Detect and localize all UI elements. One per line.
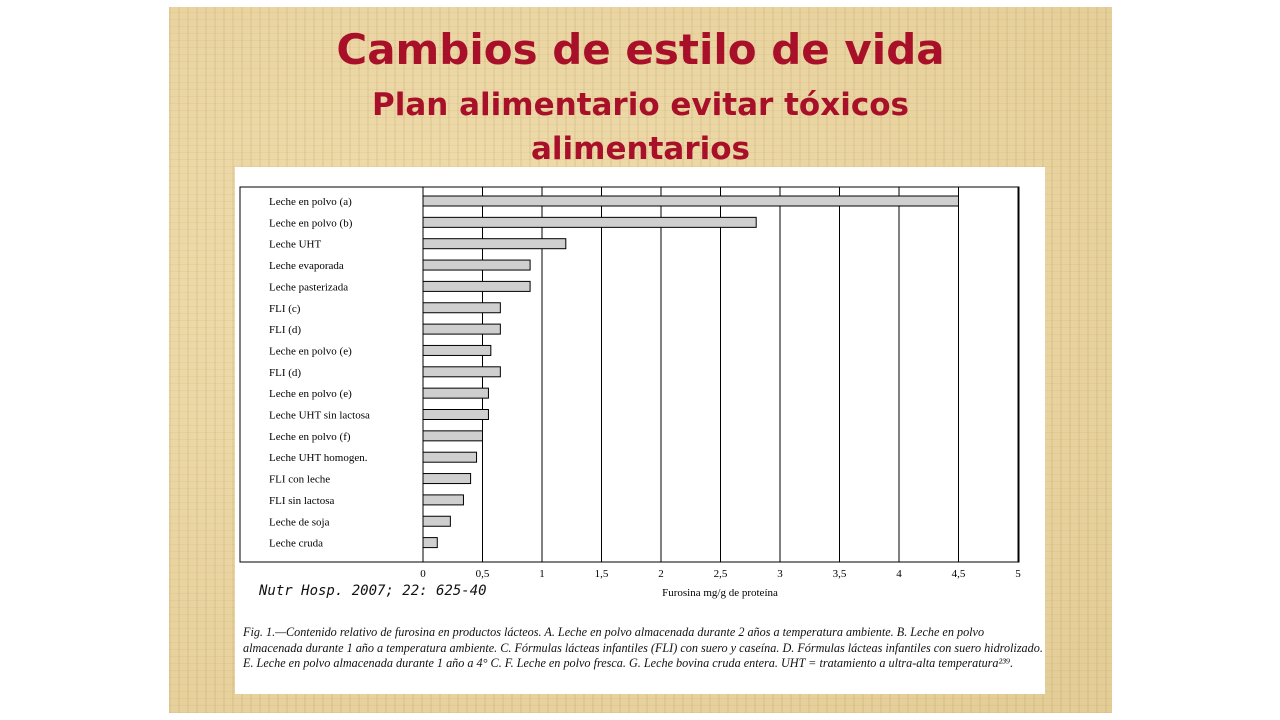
bar <box>422 238 567 250</box>
x-tick-label: 5 <box>1015 568 1021 580</box>
slide-subtitle-line-1: Plan alimentario evitar tóxicos <box>372 87 909 123</box>
x-tick-labels: 0 0,5 1 1,5 2 2,5 3 3,5 4 4,5 5 <box>420 568 1021 580</box>
slide-title: Cambios de estilo de vida <box>336 25 945 74</box>
category-label: Leche evaporada <box>269 260 344 272</box>
category-label: Leche de soja <box>269 516 330 528</box>
bar <box>422 216 757 228</box>
furosina-bar-chart: Leche en polvo (a) Leche en polvo (b) Lech… <box>239 186 1021 599</box>
category-label: Leche UHT homogen. <box>269 452 368 464</box>
bar <box>422 494 464 506</box>
category-label: FLI (d) <box>269 367 301 379</box>
category-label: Leche UHT <box>269 239 322 251</box>
category-label: Leche cruda <box>269 538 323 550</box>
x-tick-label: 3 <box>777 568 783 580</box>
bar <box>422 515 451 527</box>
x-axis-label: Furosina mg/g de proteína <box>662 587 778 599</box>
category-label: FLI (c) <box>269 303 301 315</box>
bar <box>422 451 478 463</box>
category-label: Leche en polvo (e) <box>269 388 352 400</box>
category-label: Leche en polvo (b) <box>269 217 353 229</box>
bar <box>422 537 438 549</box>
x-tick-label: 1,5 <box>595 568 609 580</box>
x-tick-label: 2,5 <box>714 568 728 580</box>
x-tick-label: 2 <box>658 568 664 580</box>
bar <box>422 302 501 314</box>
citation: Nutr Hosp. 2007; 22: 625-40 <box>259 583 487 599</box>
bar <box>422 430 483 442</box>
x-tick-label: 1 <box>539 568 545 580</box>
x-tick-label: 0,5 <box>476 568 490 580</box>
bar <box>422 280 531 292</box>
x-tick-label: 4 <box>896 568 902 580</box>
category-labels: Leche en polvo (a) Leche en polvo (b) Lech… <box>269 196 370 550</box>
bars <box>422 195 959 549</box>
x-tick-label: 4,5 <box>952 568 966 580</box>
figure-panel: Leche en polvo (a) Leche en polvo (b) Lech… <box>235 167 1045 694</box>
category-label: FLI con leche <box>269 474 330 486</box>
bar <box>422 473 472 485</box>
bar <box>422 323 501 335</box>
category-label: Leche en polvo (a) <box>269 196 352 208</box>
bar <box>422 195 959 207</box>
category-label: FLI sin lactosa <box>269 495 334 507</box>
category-label: FLI (d) <box>269 324 301 336</box>
bar <box>422 366 501 378</box>
bar <box>422 409 489 420</box>
category-label: Leche en polvo (e) <box>269 345 352 357</box>
plot-frame <box>239 186 1020 563</box>
x-tick-label: 3,5 <box>833 568 847 580</box>
slide-subtitle-line-2: alimentarios <box>531 131 750 167</box>
bar <box>422 259 531 271</box>
bar <box>422 387 489 399</box>
category-label: Leche pasterizada <box>269 281 348 293</box>
category-label: Leche en polvo (f) <box>269 431 351 443</box>
category-label: Leche UHT sin lactosa <box>269 410 370 422</box>
bar <box>422 344 492 356</box>
x-tick-label: 0 <box>420 568 426 580</box>
figure-caption: Fig. 1.—Contenido relativo de furosina e… <box>243 625 1043 670</box>
